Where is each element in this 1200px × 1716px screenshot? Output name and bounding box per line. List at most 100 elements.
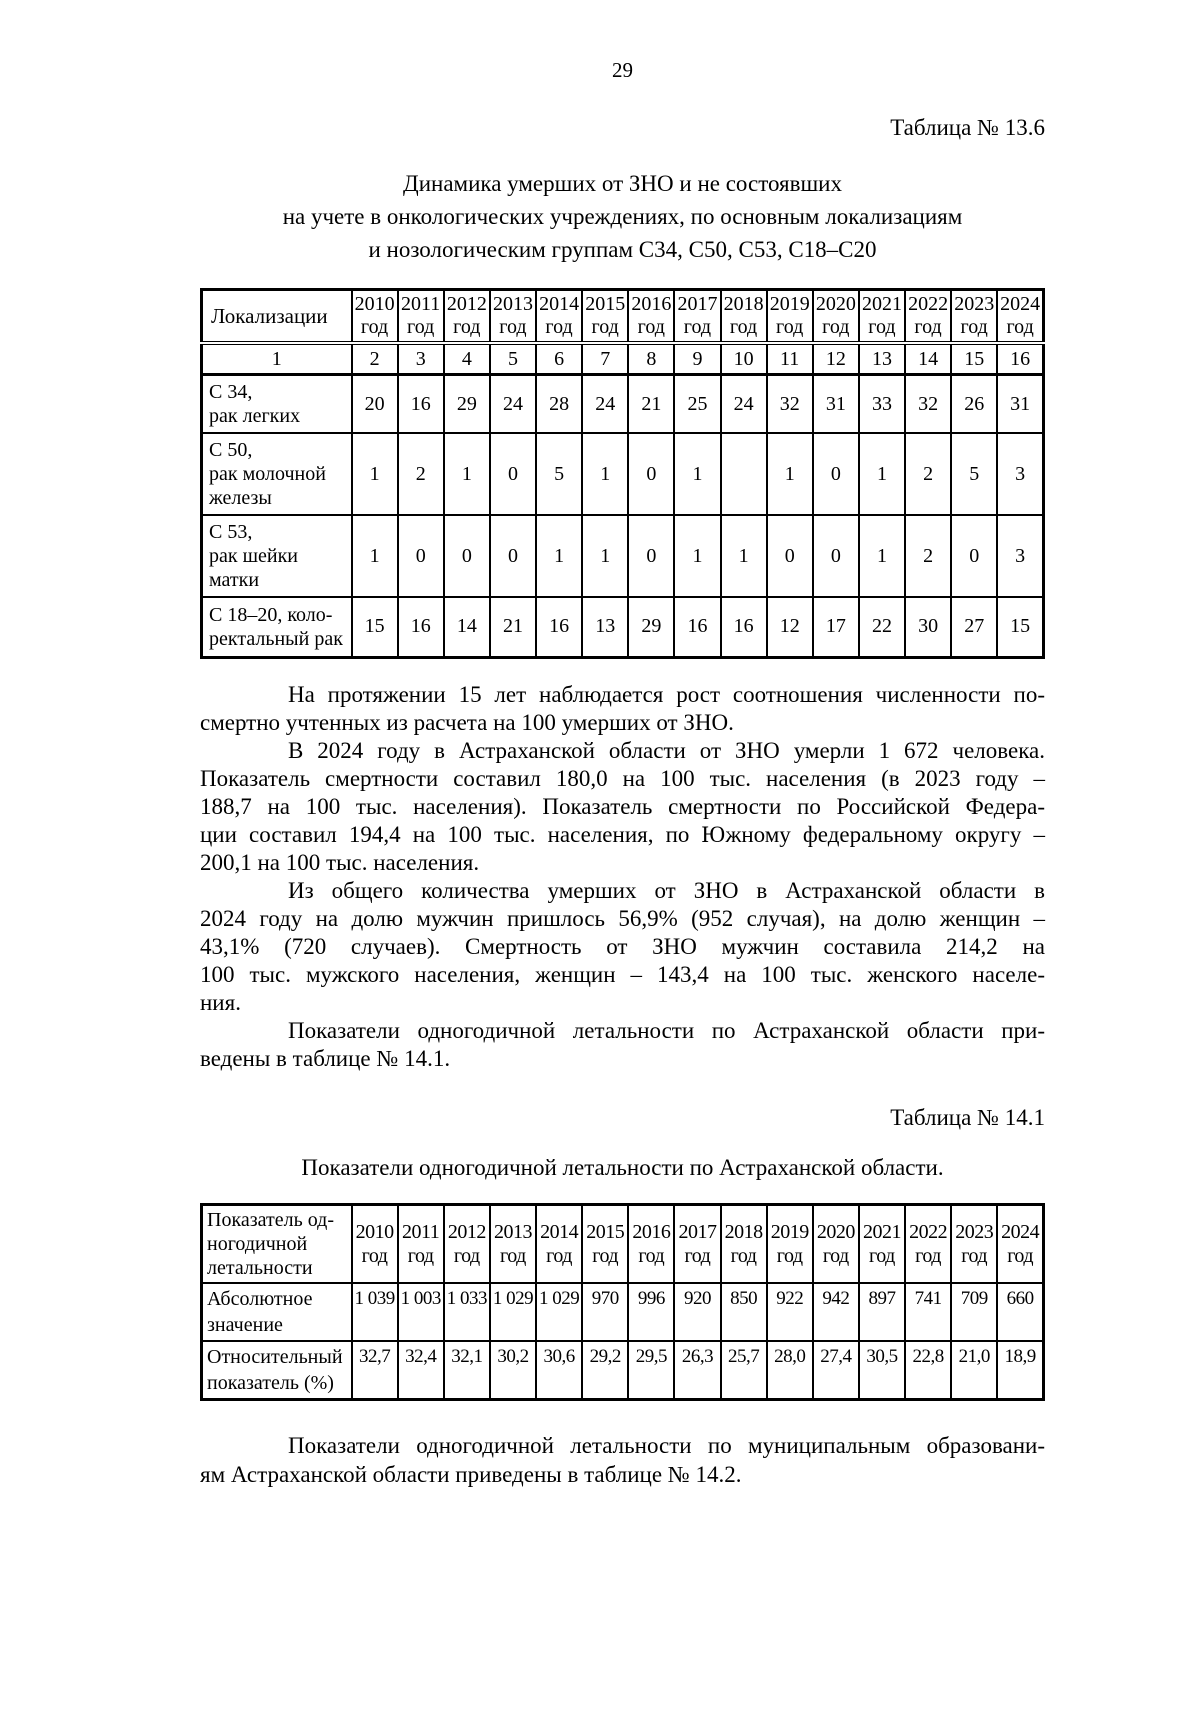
- value-cell: 29,5: [627, 1339, 676, 1400]
- value-cell: 22,8: [903, 1339, 953, 1400]
- value-cell: 1: [765, 432, 814, 516]
- title-line: на учете в онкологических учреждениях, п…: [282, 204, 963, 229]
- value-cell: 0: [950, 514, 999, 598]
- value-cell: 21: [627, 373, 676, 434]
- value-cell: 16: [396, 373, 445, 434]
- year-header: 2024 год: [996, 288, 1045, 345]
- value-cell: 29: [627, 596, 676, 658]
- numbering-cell: 5: [488, 342, 538, 376]
- value-cell: 16: [719, 596, 768, 658]
- table-14-1-caption: Таблица № 14.1: [890, 1104, 1045, 1130]
- year-header: 2015 год: [581, 288, 630, 345]
- value-cell: 25: [673, 373, 722, 434]
- numbering-cell: 13: [857, 342, 907, 376]
- value-cell: 0: [811, 514, 860, 598]
- numbering-cell: 15: [950, 342, 999, 376]
- year-header: 2022 год: [903, 1203, 953, 1284]
- paragraph-line: 200,1 на 100 тыс. населения.: [200, 849, 480, 875]
- header-row: Локализации 2010 год 2011 год 2012 год 2013 …: [200, 288, 1045, 345]
- value-cell: 31: [811, 373, 860, 434]
- value-cell: 897: [857, 1281, 907, 1342]
- value-cell: 13: [581, 596, 630, 658]
- closing-paragraph: Показатели одногодичной летальности по м…: [200, 1431, 1045, 1489]
- localization-header: Локализации: [200, 288, 353, 345]
- year-header: 2014 год: [534, 1203, 584, 1284]
- value-cell: 1: [581, 514, 630, 598]
- value-cell: 21: [488, 596, 538, 658]
- value-cell: 15: [350, 596, 399, 658]
- table-13-6-caption: Таблица № 13.6: [890, 115, 1045, 140]
- value-cell: [719, 432, 768, 516]
- indicator-header: Показатель од- ногодичной летальности: [200, 1203, 353, 1284]
- value-cell: 0: [396, 514, 445, 598]
- value-cell: 1: [350, 432, 399, 516]
- value-cell: 3: [996, 514, 1045, 598]
- value-cell: 920: [673, 1281, 722, 1342]
- numbering-cell: 1: [200, 342, 353, 376]
- row-label: С 50, рак молочной железы: [200, 432, 353, 516]
- table-row: Абсолютное значение 1 039 1 003 1 033 1 029 1…: [200, 1281, 1045, 1342]
- value-cell: 1 029: [534, 1281, 584, 1342]
- paragraph-line: смертно учтенных из расчета на 100 умерш…: [200, 709, 734, 735]
- numbering-cell: 3: [396, 342, 445, 376]
- paragraph: Из общего количества умерших от ЗНО в Ас…: [200, 877, 1045, 1017]
- year-header: 2013 год: [488, 288, 538, 345]
- value-cell: 32,1: [442, 1339, 491, 1400]
- value-cell: 25,7: [719, 1339, 768, 1400]
- table-row: С 50, рак молочной железы 1 2 1 0 5 1 0 1 1 0 1 2 5 3: [200, 432, 1045, 516]
- year-header: 2012 год: [442, 1203, 491, 1284]
- value-cell: 970: [581, 1281, 630, 1342]
- value-cell: 30,5: [857, 1339, 907, 1400]
- value-cell: 1 039: [350, 1281, 399, 1342]
- value-cell: 32,7: [350, 1339, 399, 1400]
- value-cell: 28: [534, 373, 584, 434]
- table-row: Относительный показатель (%) 32,7 32,4 32,1…: [200, 1339, 1045, 1400]
- value-cell: 922: [765, 1281, 814, 1342]
- year-header: 2013 год: [488, 1203, 538, 1284]
- value-cell: 30,2: [488, 1339, 538, 1400]
- value-cell: 1: [719, 514, 768, 598]
- value-cell: 32,4: [396, 1339, 445, 1400]
- value-cell: 12: [765, 596, 814, 658]
- title-line: и нозологическим группам С34, С50, С53, …: [368, 237, 877, 262]
- value-cell: 29: [442, 373, 491, 434]
- table-13-6: Локализации 2010 год 2011 год 2012 год 2013 …: [200, 288, 1045, 659]
- value-cell: 14: [442, 596, 491, 658]
- paragraph: В 2024 году в Астраханской области от ЗН…: [200, 737, 1045, 877]
- value-cell: 16: [396, 596, 445, 658]
- year-header: 2018 год: [719, 288, 768, 345]
- numbering-cell: 6: [534, 342, 584, 376]
- table-13-6-title: Динамика умерших от ЗНО и не состоявших н…: [200, 167, 1045, 266]
- value-cell: 27,4: [811, 1339, 860, 1400]
- paragraph: На протяжении 15 лет наблюдается рост со…: [200, 681, 1045, 737]
- value-cell: 1: [581, 432, 630, 516]
- paragraph-line: Из общего количества умерших от ЗНО в Ас…: [288, 877, 1045, 903]
- year-header: 2018 год: [719, 1203, 768, 1284]
- value-cell: 21,0: [950, 1339, 999, 1400]
- value-cell: 32: [765, 373, 814, 434]
- value-cell: 28,0: [765, 1339, 814, 1400]
- numbering-cell: 7: [581, 342, 630, 376]
- table-row: С 53, рак шейки матки 1 0 0 0 1 1 0 1 1 0 0 1 2 0 3: [200, 514, 1045, 598]
- year-header: 2019 год: [765, 1203, 814, 1284]
- numbering-cell: 2: [350, 342, 399, 376]
- paragraph-line: ции составил 194,4 на 100 тыс. населения…: [200, 821, 1045, 847]
- value-cell: 1 029: [488, 1281, 538, 1342]
- year-header: 2016 год: [627, 1203, 676, 1284]
- year-header: 2011 год: [396, 288, 445, 345]
- paragraph-line: ния.: [200, 989, 241, 1015]
- value-cell: 0: [442, 514, 491, 598]
- value-cell: 0: [811, 432, 860, 516]
- year-header: 2017 год: [673, 288, 722, 345]
- year-header: 2021 год: [857, 288, 907, 345]
- title-line: Динамика умерших от ЗНО и не состоявших: [403, 171, 842, 196]
- year-header: 2015 год: [581, 1203, 630, 1284]
- year-header: 2012 год: [442, 288, 491, 345]
- value-cell: 1: [673, 514, 722, 598]
- value-cell: 3: [996, 432, 1045, 516]
- year-header: 2024 год: [996, 1203, 1045, 1284]
- year-header: 2023 год: [950, 1203, 999, 1284]
- value-cell: 5: [950, 432, 999, 516]
- year-header: 2023 год: [950, 288, 999, 345]
- numbering-cell: 11: [765, 342, 814, 376]
